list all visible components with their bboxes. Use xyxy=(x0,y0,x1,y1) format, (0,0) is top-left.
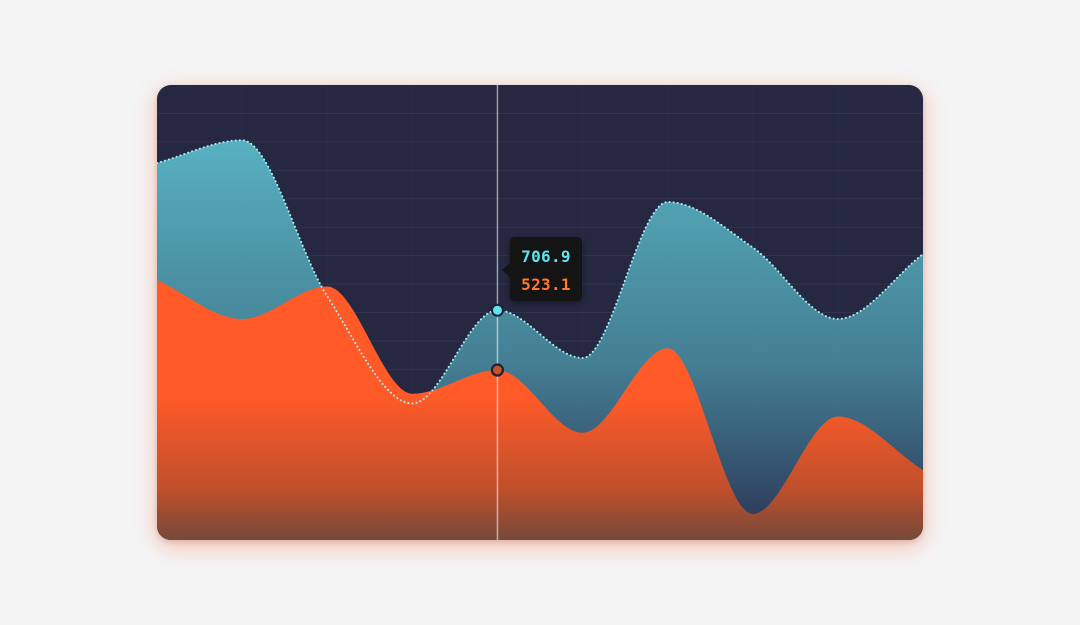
series-layer xyxy=(157,139,923,540)
overlay-layer xyxy=(490,85,505,540)
chart-card: 706.9 523.1 xyxy=(157,85,923,540)
series-b-hover-point[interactable] xyxy=(490,363,505,377)
area-chart[interactable] xyxy=(157,85,923,540)
hover-tooltip: 706.9 523.1 xyxy=(502,237,582,301)
series-a-line xyxy=(157,139,923,405)
tooltip-value-series-a: 706.9 xyxy=(521,247,571,266)
series-a-hover-point[interactable] xyxy=(490,303,504,317)
tooltip-value-series-b: 523.1 xyxy=(521,275,571,294)
series-b-area xyxy=(157,280,923,540)
